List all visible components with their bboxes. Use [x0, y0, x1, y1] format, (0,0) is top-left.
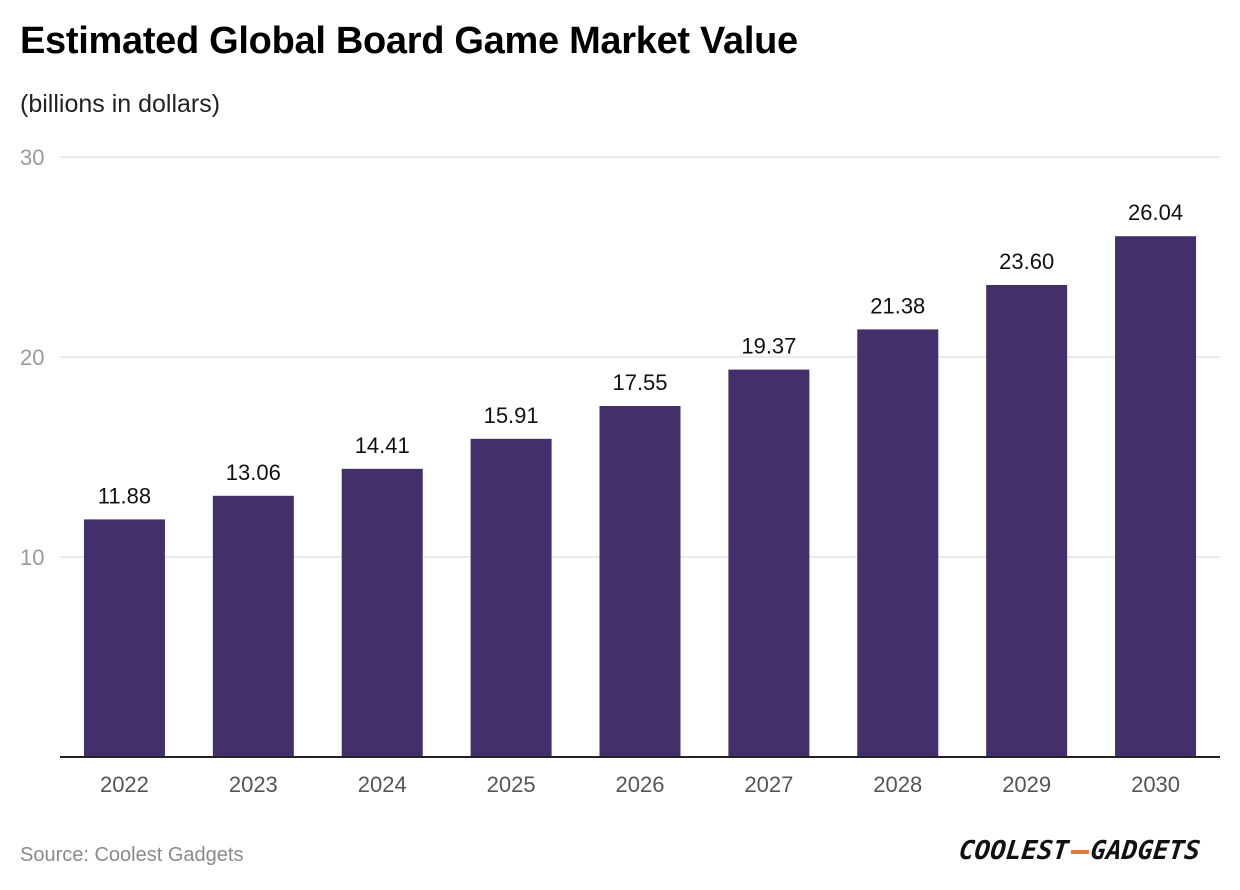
logo-dash-icon	[1070, 849, 1089, 854]
x-tick-label-2030: 2030	[1131, 772, 1180, 797]
data-label-2027: 19.37	[741, 334, 796, 359]
x-tick-label-2026: 2026	[616, 772, 665, 797]
x-tick-label-2022: 2022	[100, 772, 149, 797]
bar-2024	[341, 468, 423, 757]
x-tick-label-2023: 2023	[229, 772, 278, 797]
x-tick-label-2027: 2027	[744, 772, 793, 797]
bar-2023	[212, 495, 294, 757]
chart-subtitle: (billions in dollars)	[20, 90, 221, 118]
data-label-2026: 17.55	[612, 370, 667, 395]
y-tick-label: 20	[20, 345, 44, 370]
data-labels: 11.88 13.06 14.41 15.91 17.55 19.37 21.38 23.60…	[98, 200, 1183, 508]
bar-2028	[857, 329, 939, 757]
source-note: Source: Coolest Gadgets	[20, 844, 244, 866]
x-axis-ticks: 2022 2023 2024 2025 2026 2027 2028 2029 2030	[100, 772, 1180, 797]
logo-text-right: GADGETS	[1088, 836, 1202, 866]
x-tick-label-2028: 2028	[873, 772, 922, 797]
bar-2029	[986, 285, 1068, 757]
y-tick-label: 30	[20, 145, 44, 170]
data-label-2022: 11.88	[98, 483, 151, 508]
chart-title: Estimated Global Board Game Market Value	[20, 20, 798, 62]
bar-2022	[83, 519, 165, 757]
bar-2026	[599, 406, 681, 757]
data-label-2024: 14.41	[355, 433, 410, 458]
x-tick-label-2024: 2024	[358, 772, 407, 797]
bar-2025	[470, 438, 552, 757]
data-label-2028: 21.38	[870, 293, 925, 318]
x-tick-label-2025: 2025	[487, 772, 536, 797]
data-label-2025: 15.91	[484, 403, 539, 428]
data-label-2030: 26.04	[1128, 200, 1183, 225]
x-tick-label-2029: 2029	[1002, 772, 1051, 797]
data-label-2023: 13.06	[226, 460, 281, 485]
bar-2030	[1115, 236, 1197, 757]
brand-logo: COOLEST GADGETS	[957, 836, 1201, 866]
bars	[83, 236, 1197, 757]
data-label-2029: 23.60	[999, 249, 1054, 274]
logo-text-left: COOLEST	[957, 836, 1070, 866]
y-axis-ticks: 10 20 30	[20, 145, 44, 570]
y-tick-label: 10	[20, 545, 44, 570]
bar-2027	[728, 369, 810, 757]
